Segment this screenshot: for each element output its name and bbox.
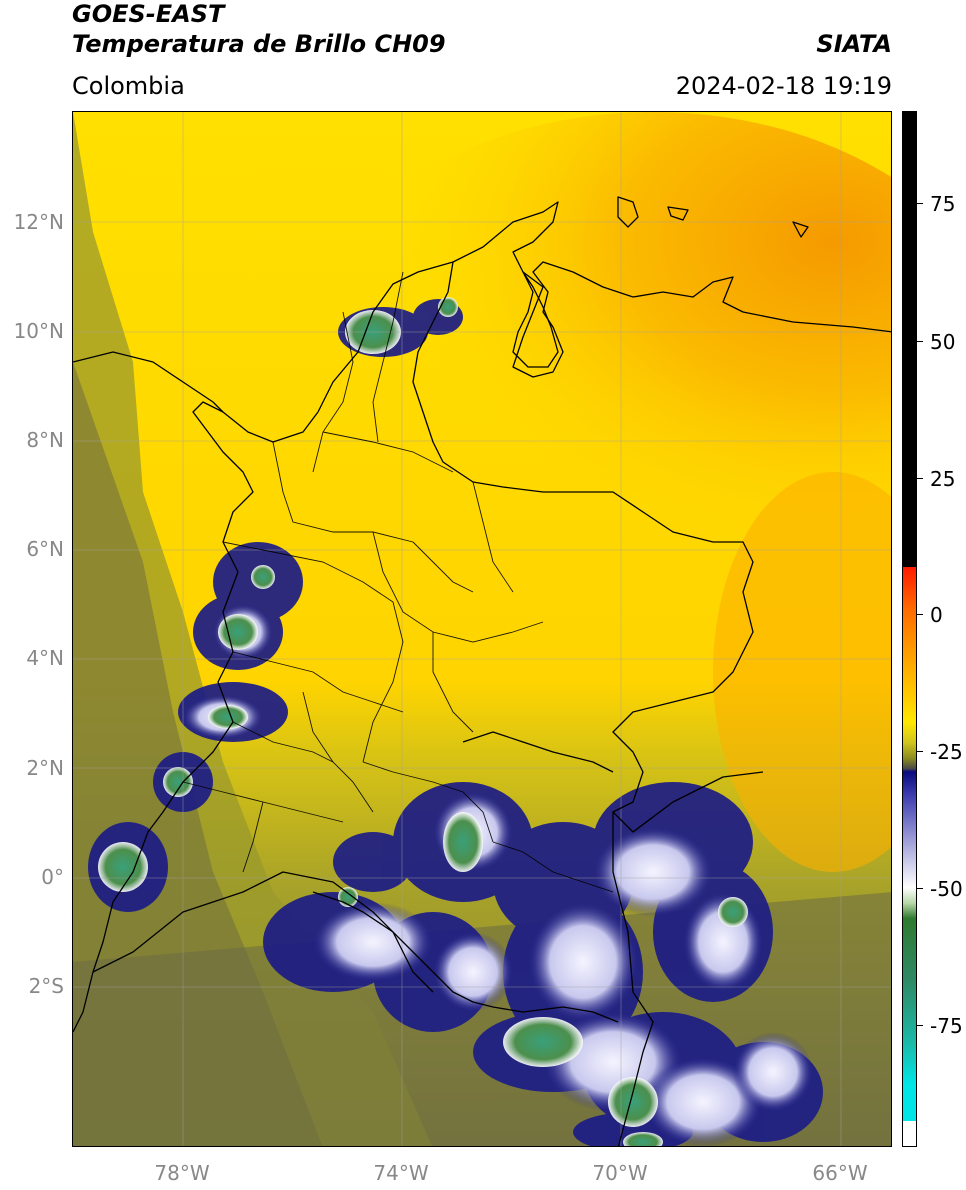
colorbar-tick [917, 614, 923, 615]
colorbar-label-minus75: -75 [930, 1014, 963, 1038]
lat-label-8n: 8°N [26, 428, 64, 452]
colorbar-tick [917, 341, 923, 342]
colorbar-tick [917, 751, 923, 752]
lat-label-2s: 2°S [28, 974, 64, 998]
region-label: Colombia [72, 72, 185, 100]
lon-label-78w: 78°W [154, 1161, 210, 1185]
colorbar [902, 111, 917, 1147]
satellite-title: GOES-EAST [72, 0, 225, 28]
colorbar-label-50: 50 [930, 330, 956, 354]
colorbar-tick [917, 1025, 923, 1026]
agency-label: SIATA [816, 30, 892, 58]
lat-label-10n: 10°N [13, 319, 64, 343]
datetime-label: 2024-02-18 19:19 [675, 72, 892, 100]
colorbar-tick [917, 478, 923, 479]
lat-label-4n: 4°N [26, 646, 64, 670]
product-title: Temperatura de Brillo CH09 [72, 30, 446, 58]
lat-label-0: 0° [41, 865, 64, 889]
lon-label-74w: 74°W [373, 1161, 429, 1185]
colorbar-label-75: 75 [930, 192, 956, 216]
colorbar-label-0: 0 [930, 603, 943, 627]
lon-label-70w: 70°W [592, 1161, 648, 1185]
colorbar-label-minus25: -25 [930, 740, 963, 764]
map-panel[interactable] [72, 111, 892, 1147]
lat-label-12n: 12°N [13, 210, 64, 234]
colorbar-tick [917, 203, 923, 204]
lon-label-66w: 66°W [812, 1161, 868, 1185]
colorbar-tick [917, 888, 923, 889]
lat-label-2n: 2°N [26, 756, 64, 780]
satellite-map [73, 112, 891, 1146]
lat-label-6n: 6°N [26, 537, 64, 561]
colorbar-label-25: 25 [930, 467, 956, 491]
colorbar-label-minus50: -50 [930, 877, 963, 901]
